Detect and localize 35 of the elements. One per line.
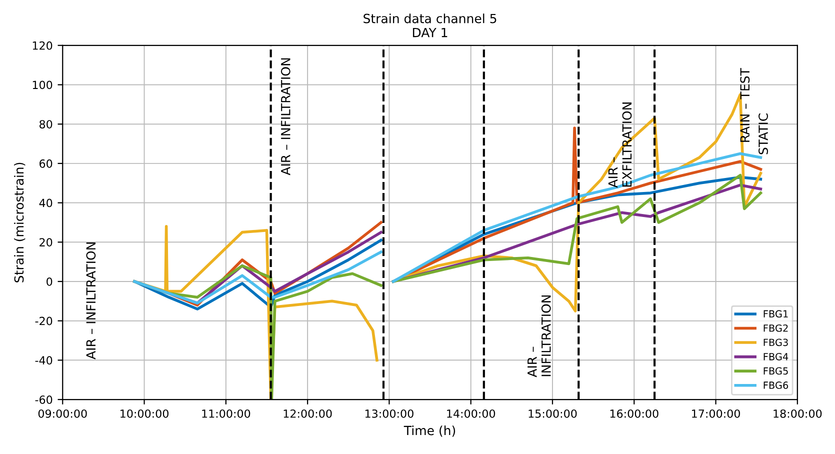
y-tick-label: 60 <box>40 159 52 168</box>
x-tick-label: 16:00:00 <box>610 409 658 418</box>
y-tick-label: -20 <box>35 316 52 326</box>
y-axis-title: Strain (microstrain) <box>14 162 26 282</box>
x-tick-label: 17:00:00 <box>692 409 740 418</box>
x-tick-label: 13:00:00 <box>365 409 414 418</box>
y-tick-label: 20 <box>40 238 52 247</box>
annotation: STATIC <box>758 113 768 154</box>
y-tick-label: 100 <box>32 80 52 90</box>
legend-label: FBG5 <box>764 367 788 375</box>
annotation: AIR – INFILTRATION <box>528 295 551 378</box>
x-tick-label: 11:00:00 <box>202 409 250 418</box>
annotation: AIR – EXFILTRATION <box>608 102 632 188</box>
x-tick-label: 10:00:00 <box>120 409 168 418</box>
legend-label: FBG1 <box>764 310 788 318</box>
y-tick-label: 0 <box>46 277 52 286</box>
chart-title: Strain data channel 5 DAY 1 <box>364 14 496 38</box>
y-tick-label: 120 <box>32 41 52 50</box>
annotation: RAIN – TEST <box>740 68 750 142</box>
y-tick-label: 40 <box>39 198 52 208</box>
x-tick-label: 15:00:00 <box>528 409 577 418</box>
legend-label: FBG4 <box>764 352 788 360</box>
x-axis-title: Time (h) <box>404 426 456 437</box>
legend-label: FBG3 <box>764 338 788 346</box>
annotation: AIR – INFILTRATION <box>280 58 290 176</box>
legend-label: FBG6 <box>764 382 788 389</box>
y-tick-label: -40 <box>35 356 52 365</box>
x-tick-label: 18:00:00 <box>774 409 822 418</box>
annotation: AIR – INFILTRATION <box>86 242 96 360</box>
x-tick-label: 12:00:00 <box>284 409 332 418</box>
x-tick-label: 14:00:00 <box>447 409 496 418</box>
x-tick-label: 09:00:00 <box>38 409 87 418</box>
y-tick-label: 80 <box>40 120 52 128</box>
y-tick-label: -60 <box>35 395 52 404</box>
legend-label: FBG2 <box>764 324 788 332</box>
